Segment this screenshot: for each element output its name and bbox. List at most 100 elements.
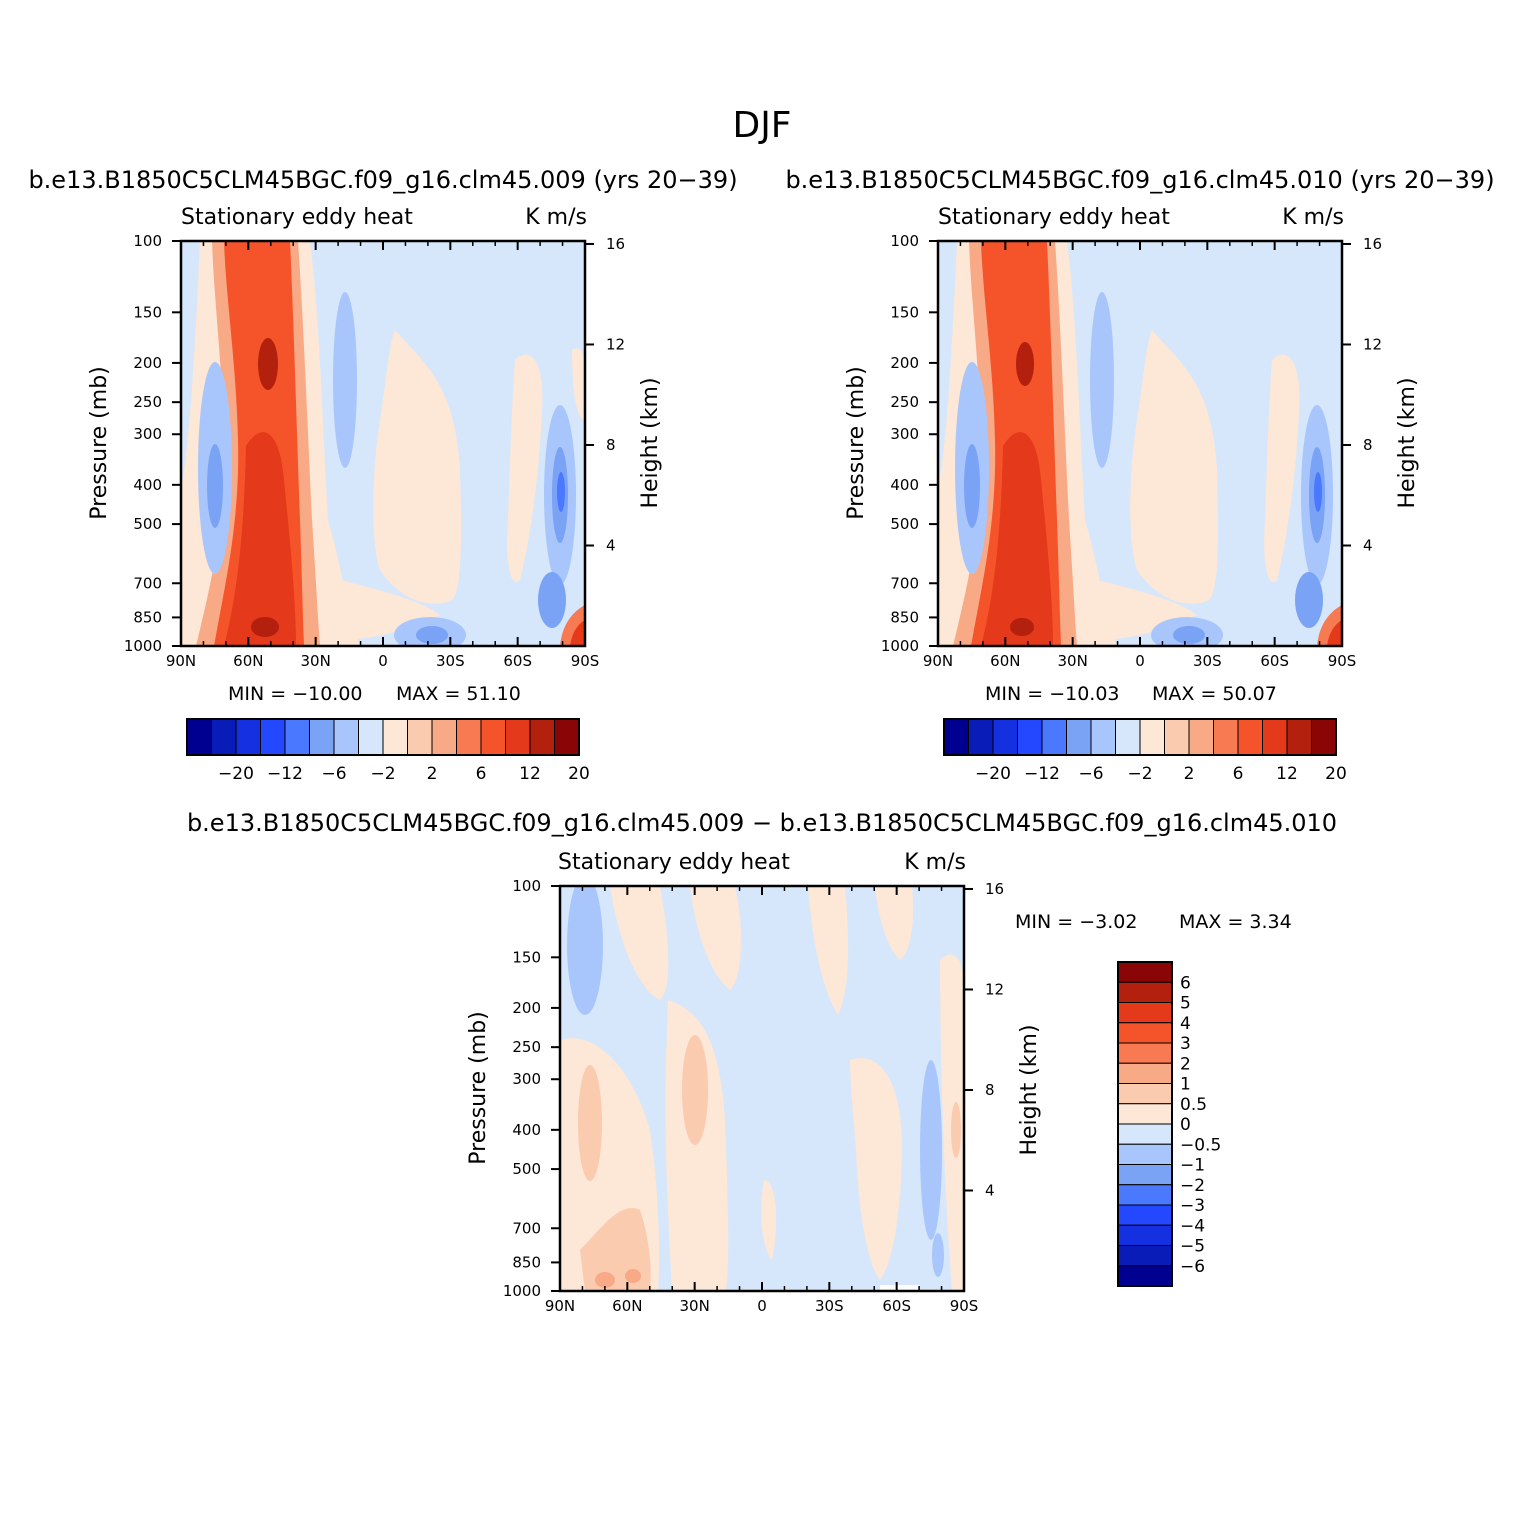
y-tick-label: 100 [133,232,162,250]
y-right-tick-label: 12 [985,980,1004,998]
colorbar-swatch [235,718,261,756]
y-tick-label: 200 [512,999,541,1017]
contour-positive-patch [850,1058,902,1280]
colorbar-label: −4 [1180,1216,1205,1236]
y-right-tick-label: 4 [606,536,616,554]
y-axis-left: 100 150 200 250 300 400 500 700 850 1000 [124,232,181,655]
colorbar-swatch [456,718,482,756]
colorbar-label: −5 [1180,1237,1205,1257]
colorbar-swatch [1117,981,1173,1003]
colorbar-swatch [992,718,1018,756]
x-tick-label: 90N [545,1297,575,1315]
y-tick-label: 100 [890,232,919,250]
x-tick-label: 30N [680,1297,710,1315]
contour-positive-patch [665,1000,729,1291]
y-axis-right: 16 12 8 4 [964,880,1004,1199]
colorbar-label: 3 [1180,1034,1191,1054]
min-value-label: MIN = −3.02 [1015,911,1137,933]
contour-positive-patch [1130,330,1219,604]
contour-positive-peak [951,1102,961,1158]
contour-positive-patch [373,330,462,604]
y-tick-label: 700 [133,574,162,592]
contour-positive-core [682,1035,708,1145]
y-tick-label: 850 [512,1253,541,1271]
y-tick-label: 1000 [503,1282,541,1300]
colorbar-swatch [943,718,969,756]
colorbar-frame [1117,961,1173,1287]
panel-units-label: K m/s [525,205,587,230]
colorbar-label: 20 [1325,764,1347,784]
colorbar-swatch [1164,718,1190,756]
colorbar-swatch [407,718,433,756]
colorbar-swatch [1213,718,1239,756]
y-tick-label: 500 [890,515,919,533]
panel-top-left: b.e13.B1850C5CLM45BGC.f09_g16.clm45.009 … [28,166,737,784]
contour-positive-corner [1327,620,1342,646]
x-tick-label: 60N [990,652,1020,670]
y-axis-label: Pressure (mb) [844,366,869,520]
colorbar-label: 6 [1180,973,1191,993]
y-axis-left: 100 150 200 250 300 400 500 700 850 1000 [503,877,560,1300]
colorbar-swatch [529,718,555,756]
y-right-tick-label: 8 [606,436,616,454]
colorbar-label: 12 [519,764,541,784]
colorbar-swatch [1117,1042,1173,1064]
colorbar-swatch [1237,718,1263,756]
panel-case-title: b.e13.B1850C5CLM45BGC.f09_g16.clm45.009 … [187,809,1337,837]
contour-negative-patch [964,444,980,528]
contour-positive-patch [761,1180,777,1260]
contour-negative-patch [920,1060,942,1240]
contour-positive-corner [570,620,585,646]
colorbar-swatch [284,718,310,756]
contour-positive-patch [690,886,742,990]
y-right-tick-label: 12 [606,335,625,353]
y-tick-label: 200 [133,354,162,372]
y-right-tick-label: 16 [606,235,625,253]
contour-negative-patch [1295,572,1323,628]
colorbar-label: 12 [1276,764,1298,784]
contour-negative-patch [333,292,357,468]
y-right-tick-label: 4 [1363,536,1373,554]
x-tick-label: 60S [503,652,532,670]
colorbar-label: 0 [1180,1115,1191,1135]
colorbar-swatch [505,718,531,756]
colorbar-swatch [1066,718,1092,756]
colorbar-swatch [1286,718,1312,756]
x-tick-label: 30S [1193,652,1222,670]
x-tick-label: 30S [815,1297,844,1315]
x-tick-label: 60N [612,1297,642,1315]
contour-negative-patch [416,626,448,644]
contour-positive-peak [258,338,278,390]
colorbar-frame [186,718,580,756]
colorbar-swatch [1117,1022,1173,1044]
colorbar-swatch [260,718,286,756]
y-tick-label: 150 [512,948,541,966]
y-tick-label: 1000 [881,637,919,655]
colorbar-swatch [1311,718,1337,756]
colorbar-swatch [1117,1224,1173,1246]
colorbar-swatch [1117,1143,1173,1165]
x-tick-label: 60S [1260,652,1289,670]
y-tick-label: 250 [512,1038,541,1056]
colorbar-swatch [186,718,212,756]
x-tick-label: 60N [233,652,263,670]
y-tick-label: 150 [890,303,919,321]
colorbar-label: −6 [1180,1257,1205,1277]
contour-negative-patch [1314,472,1322,512]
contour-negative-patch [1090,292,1114,468]
contour-negative-patch [1173,626,1205,644]
contour-zero-strip [880,1285,920,1291]
colorbar-swatch [382,718,408,756]
colorbar-swatch [968,718,994,756]
panel-units-label: K m/s [904,850,966,875]
colorbar-label: 5 [1180,994,1191,1014]
x-tick-label: 90S [571,652,600,670]
colorbar: −20 −12 −6 −2 2 6 12 20 [186,718,590,784]
colorbar-label: 6 [476,764,487,784]
x-axis: 90N 60N 30N 0 30S 60S 90S [166,241,599,670]
colorbar-swatch [309,718,335,756]
colorbar-label: −2 [1180,1176,1205,1196]
x-tick-label: 0 [378,652,388,670]
